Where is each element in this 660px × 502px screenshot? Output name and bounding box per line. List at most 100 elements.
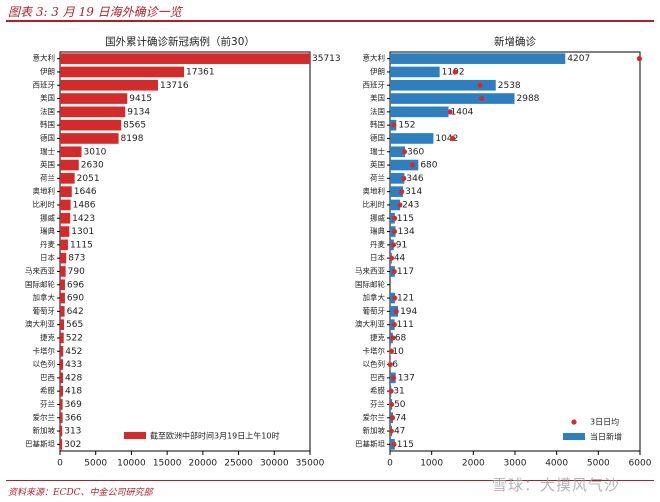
category-label: 澳大利亚	[25, 319, 55, 329]
data-bar	[60, 385, 63, 397]
data-label: 418	[65, 387, 82, 397]
avg-dot	[390, 335, 396, 341]
footer-divider	[6, 480, 654, 481]
category-label: 英国	[40, 159, 55, 169]
data-bar	[60, 226, 70, 237]
category-label: 挪威	[40, 212, 55, 222]
data-label: 696	[67, 280, 84, 290]
data-label: 91	[396, 240, 407, 250]
category-label: 捷克	[40, 332, 55, 342]
category-label: 芬兰	[370, 398, 385, 408]
data-label: 13716	[160, 81, 189, 91]
data-bar	[60, 93, 128, 104]
data-label: 74	[395, 413, 407, 423]
data-label: 565	[66, 320, 83, 330]
data-bar	[60, 106, 126, 118]
data-label: 152	[398, 121, 415, 131]
data-label: 366	[65, 413, 82, 423]
category-label: 英国	[370, 159, 385, 169]
title-divider	[6, 20, 654, 22]
data-bar	[60, 199, 71, 211]
category-label: 荷兰	[370, 172, 385, 182]
category-label: 以色列	[33, 359, 56, 369]
data-label: 314	[405, 187, 422, 197]
x-tick-label: 35000	[296, 459, 325, 469]
category-label: 日本	[370, 252, 385, 262]
avg-dot	[388, 428, 394, 434]
data-label: 115	[397, 440, 414, 450]
data-bar	[390, 53, 566, 64]
chart-title: 新增确诊	[494, 35, 536, 48]
legend-label: 3日日均	[590, 417, 619, 427]
avg-dot	[388, 388, 394, 394]
data-label: 433	[65, 360, 82, 370]
data-label: 790	[68, 267, 85, 277]
avg-dot	[391, 322, 397, 328]
data-bar	[390, 159, 419, 171]
data-bar	[60, 159, 79, 171]
category-label: 比利时	[33, 199, 56, 209]
category-label: 奥地利	[363, 186, 386, 196]
category-label: 意大利	[33, 53, 56, 63]
avg-dot	[391, 215, 398, 221]
data-label: 313	[64, 427, 81, 437]
avg-dot	[450, 135, 456, 142]
data-label: 2051	[77, 174, 100, 184]
chart-title: 国外累计确诊新冠病例（前30）	[105, 35, 255, 48]
data-label: 47	[394, 427, 405, 437]
category-label: 比利时	[363, 199, 386, 209]
avg-dot	[392, 295, 398, 301]
legend-swatch	[563, 433, 585, 440]
category-label: 加拿大	[363, 292, 386, 302]
avg-dot	[388, 255, 395, 261]
avg-dot	[389, 415, 396, 421]
data-bar	[390, 199, 401, 211]
category-label: 巴基斯坦	[355, 438, 385, 448]
data-bar	[60, 53, 310, 64]
category-label: 美国	[370, 93, 385, 103]
x-tick-label: 6000	[629, 459, 652, 469]
data-bar	[60, 292, 65, 304]
avg-dot	[399, 189, 405, 195]
data-label: 1042	[435, 134, 458, 144]
data-label: 452	[65, 347, 82, 357]
data-label: 1646	[74, 187, 97, 197]
data-bar	[60, 133, 119, 144]
data-label: 115	[397, 214, 414, 224]
x-tick-label: 5000	[84, 459, 107, 469]
avg-dot	[391, 268, 397, 275]
data-bar	[60, 359, 64, 370]
legend-label: 截至欧洲中部时间3月19日上午10时	[150, 431, 279, 441]
data-label: 1115	[70, 240, 93, 250]
x-tick-label: 10000	[117, 459, 146, 469]
data-label: 873	[68, 254, 85, 264]
category-label: 加拿大	[33, 292, 56, 302]
category-label: 法国	[40, 106, 55, 116]
category-label: 丹麦	[40, 239, 55, 249]
data-label: 369	[65, 400, 82, 410]
data-bar	[60, 119, 122, 131]
data-bar	[390, 173, 405, 184]
data-bar	[60, 266, 66, 277]
data-label: 2630	[81, 161, 104, 171]
category-label: 巴基斯坦	[25, 438, 55, 448]
x-tick-label: 20000	[189, 459, 218, 469]
category-label: 卡塔尔	[33, 345, 56, 355]
x-tick-label: 4000	[545, 459, 568, 469]
avg-dot	[636, 56, 643, 62]
avg-dot	[387, 361, 393, 368]
data-label: 1423	[72, 214, 95, 224]
category-label: 西班牙	[363, 79, 386, 89]
avg-dot	[409, 162, 415, 168]
avg-dot	[401, 149, 408, 155]
x-tick-label: 2000	[462, 459, 485, 469]
data-bar	[60, 212, 71, 224]
data-bar	[60, 412, 63, 424]
category-label: 德国	[370, 132, 385, 142]
data-bar	[390, 133, 434, 144]
data-label: 346	[406, 174, 423, 184]
avg-dot	[452, 69, 458, 75]
category-label: 葡萄牙	[33, 305, 56, 315]
data-label: 117	[397, 267, 414, 277]
